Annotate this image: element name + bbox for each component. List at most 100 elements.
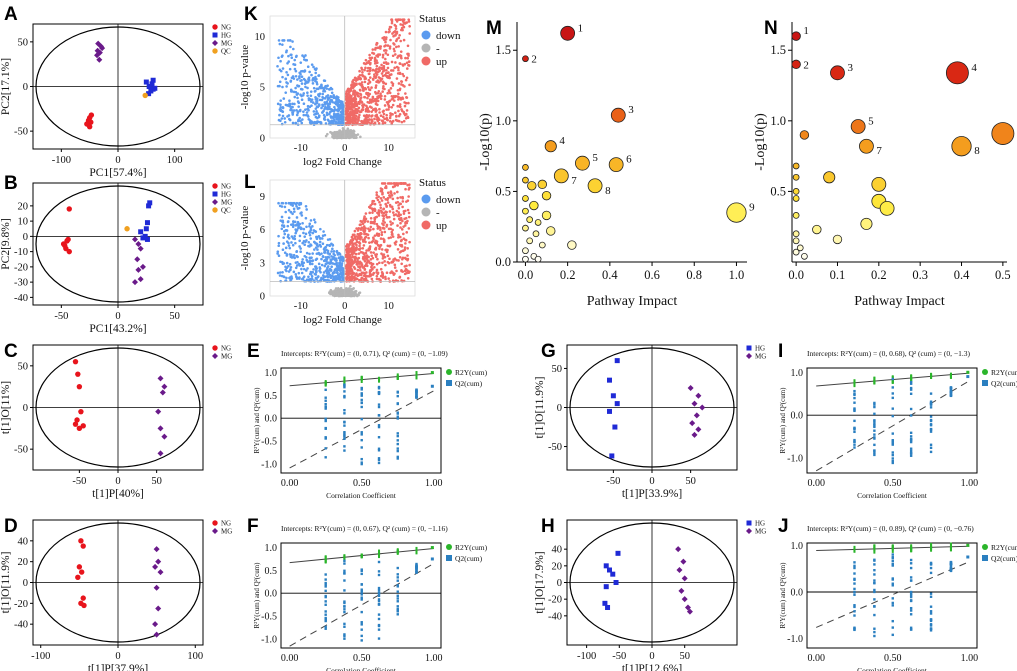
volcano-point-down (305, 208, 308, 211)
y-tick-label: 0.0 (265, 589, 278, 600)
volcano-point-up (367, 260, 371, 263)
q2-point (909, 382, 913, 385)
r2-point (396, 548, 399, 553)
plot-frame (806, 542, 978, 649)
volcano-point-down (336, 112, 340, 116)
volcano-point-down (299, 247, 302, 250)
point-NG (76, 425, 83, 432)
volcano-point-up (402, 225, 405, 228)
volcano-point-up (358, 248, 361, 252)
legend-marker-HG (746, 520, 752, 526)
volcano-point-up (381, 122, 385, 125)
volcano-point-up (373, 218, 377, 221)
volcano-point-up (385, 225, 388, 228)
volcano-point-up (396, 224, 399, 227)
pathway-label-3: 3 (628, 104, 634, 116)
x-tick-label: 0.0 (788, 268, 804, 282)
volcano-point-down (321, 242, 325, 246)
volcano-point-down (320, 276, 323, 280)
volcano-point-up (351, 242, 354, 245)
volcano-point-up (378, 76, 382, 80)
q2-point (343, 634, 346, 638)
volcano-point-up (403, 246, 407, 249)
q2-point (929, 624, 933, 627)
volcano-point-down (283, 117, 286, 120)
volcano-point-up (380, 199, 384, 202)
legend-marker-q2 (982, 380, 988, 386)
volcano-point-up (347, 265, 351, 269)
q2-point (360, 589, 363, 592)
q2-point (377, 617, 381, 621)
volcano-point-down (277, 254, 281, 258)
legend-marker-MG (212, 528, 218, 534)
y-tick-label: -1.0 (787, 634, 803, 645)
volcano-point-down (328, 100, 332, 104)
volcano-point-up (369, 225, 373, 229)
q2-point (324, 399, 327, 402)
plot-title: Intercepts: R²Y(cum) = (0, 0.68), Q² (cu… (807, 349, 970, 358)
x-tick-label: -50 (54, 311, 68, 322)
volcano-point-up (362, 230, 366, 234)
volcano-point-down (288, 102, 291, 106)
x-tick-label: 10 (383, 301, 394, 312)
point-NG (78, 408, 84, 415)
volcano-point-down (284, 210, 288, 214)
volcano-point-down (298, 76, 301, 80)
volcano-point-down (296, 96, 299, 100)
volcano-point-down (293, 102, 296, 106)
legend-marker-HG (746, 345, 752, 351)
q2-point (360, 568, 363, 571)
q2-point (343, 421, 346, 424)
volcano-point-down (301, 241, 304, 245)
volcano-point-up (401, 63, 405, 66)
volcano-point-up (361, 85, 365, 89)
volcano-point-up (354, 122, 358, 126)
pathway-bubble (792, 188, 800, 195)
volcano-point-none (349, 292, 352, 295)
volcano-point-up (360, 101, 364, 104)
volcano-point-up (395, 269, 398, 273)
volcano-point-up (391, 197, 395, 201)
volcano-point-down (312, 229, 316, 232)
q2-point (430, 384, 434, 388)
q2-point (377, 591, 381, 594)
volcano-point-down (309, 219, 313, 222)
volcano-point-down (290, 256, 294, 259)
q2-point (360, 639, 363, 642)
legend-marker-MG (746, 528, 752, 534)
volcano-point-down (303, 243, 306, 246)
r2-point (966, 370, 970, 374)
volcano-point-up (373, 59, 377, 63)
volcano-point-down (324, 122, 328, 125)
volcano-point-up (405, 231, 409, 234)
volcano-point-up (383, 117, 386, 121)
volcano-point-up (387, 89, 391, 92)
q2-point (415, 566, 418, 570)
r2-point (378, 553, 381, 558)
x-axis-label: t[1]P[37.9%] (88, 663, 148, 671)
volcano-point-down (322, 109, 325, 113)
q2-point (891, 619, 894, 623)
volcano-point-up (391, 82, 395, 86)
q2-point (949, 389, 953, 393)
volcano-point-up (355, 91, 359, 94)
volcano-point-none (339, 291, 343, 295)
volcano-point-down (284, 201, 288, 205)
r2-point (378, 376, 381, 381)
volcano-point-up (365, 61, 369, 64)
q2-point (377, 573, 381, 577)
volcano-point-up (387, 100, 391, 103)
volcano-point-up (398, 71, 402, 75)
volcano-point-up (392, 42, 395, 45)
volcano-point-down (322, 79, 326, 82)
volcano-point-down (318, 269, 321, 273)
point-NG (78, 538, 84, 544)
point-NG (80, 543, 86, 549)
volcano-point-up (358, 102, 361, 106)
volcano-point-down (282, 97, 286, 100)
volcano-point-down (278, 108, 282, 111)
volcano-point-down (307, 78, 311, 82)
y-tick-label: -1.0 (261, 459, 277, 470)
volcano-point-up (397, 204, 400, 207)
y-tick-label: -10 (14, 247, 28, 258)
